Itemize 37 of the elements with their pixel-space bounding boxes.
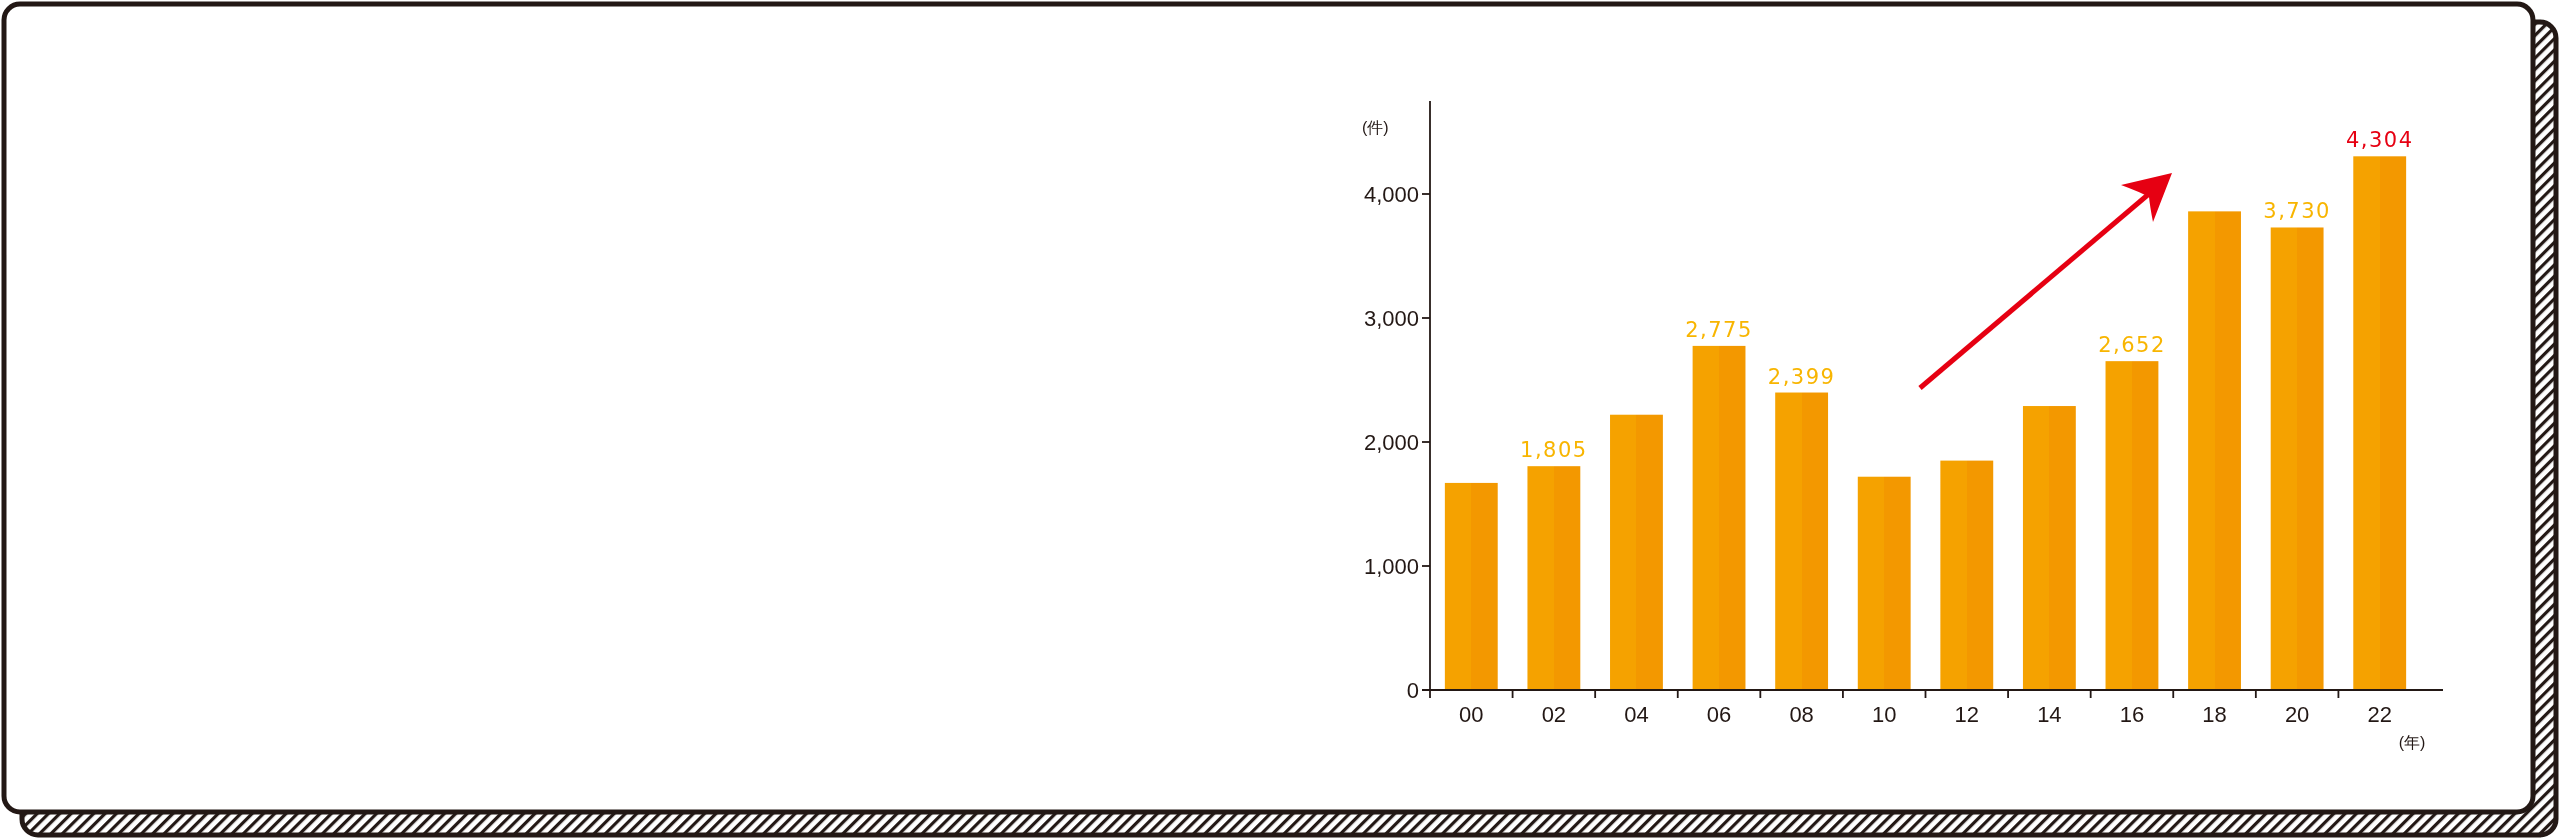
x-tick-label: 10 <box>1871 701 1897 727</box>
bar <box>1444 482 1498 690</box>
bar <box>2022 406 2076 690</box>
x-tick-label: 08 <box>1789 701 1814 727</box>
x-tick-label: 18 <box>2202 701 2227 727</box>
bar <box>1857 476 1911 690</box>
x-tick-label: 22 <box>2367 701 2392 727</box>
x-tick-label: 14 <box>2037 701 2062 727</box>
x-tick-label: 04 <box>1624 701 1649 727</box>
bar <box>1692 345 1746 690</box>
x-tick-label: 20 <box>2284 701 2310 727</box>
data-label: 2,652 <box>2098 333 2166 358</box>
y-axis-title: (件) <box>1362 118 1389 136</box>
bar <box>2105 361 2159 690</box>
bar <box>1940 460 1994 690</box>
bar <box>1527 466 1581 690</box>
x-tick-label: 06 <box>1706 701 1732 727</box>
bar <box>1610 414 1663 690</box>
data-label: 2,399 <box>1767 364 1836 389</box>
x-tick-label: 12 <box>1954 701 1980 727</box>
y-tick-label: 3,000 <box>1363 305 1419 331</box>
data-label: 3,730 <box>2263 199 2331 224</box>
y-tick-label: 2,000 <box>1363 429 1419 455</box>
x-tick-label: 00 <box>1459 701 1484 727</box>
y-tick-label: 1,000 <box>1363 553 1419 579</box>
x-axis-title: (年) <box>2398 733 2426 751</box>
bar <box>2353 156 2407 690</box>
x-tick-label: 02 <box>1541 701 1567 727</box>
bar <box>2270 227 2324 690</box>
bar <box>1775 392 1829 690</box>
data-label: 1,805 <box>1520 438 1588 463</box>
data-label: 2,775 <box>1685 317 1753 342</box>
y-tick-label: 0 <box>1406 677 1419 703</box>
y-tick-label: 4,000 <box>1363 181 1419 207</box>
annotation: 4,304 <box>2345 128 2414 153</box>
bar <box>2188 211 2241 690</box>
x-tick-label: 16 <box>2119 701 2145 727</box>
